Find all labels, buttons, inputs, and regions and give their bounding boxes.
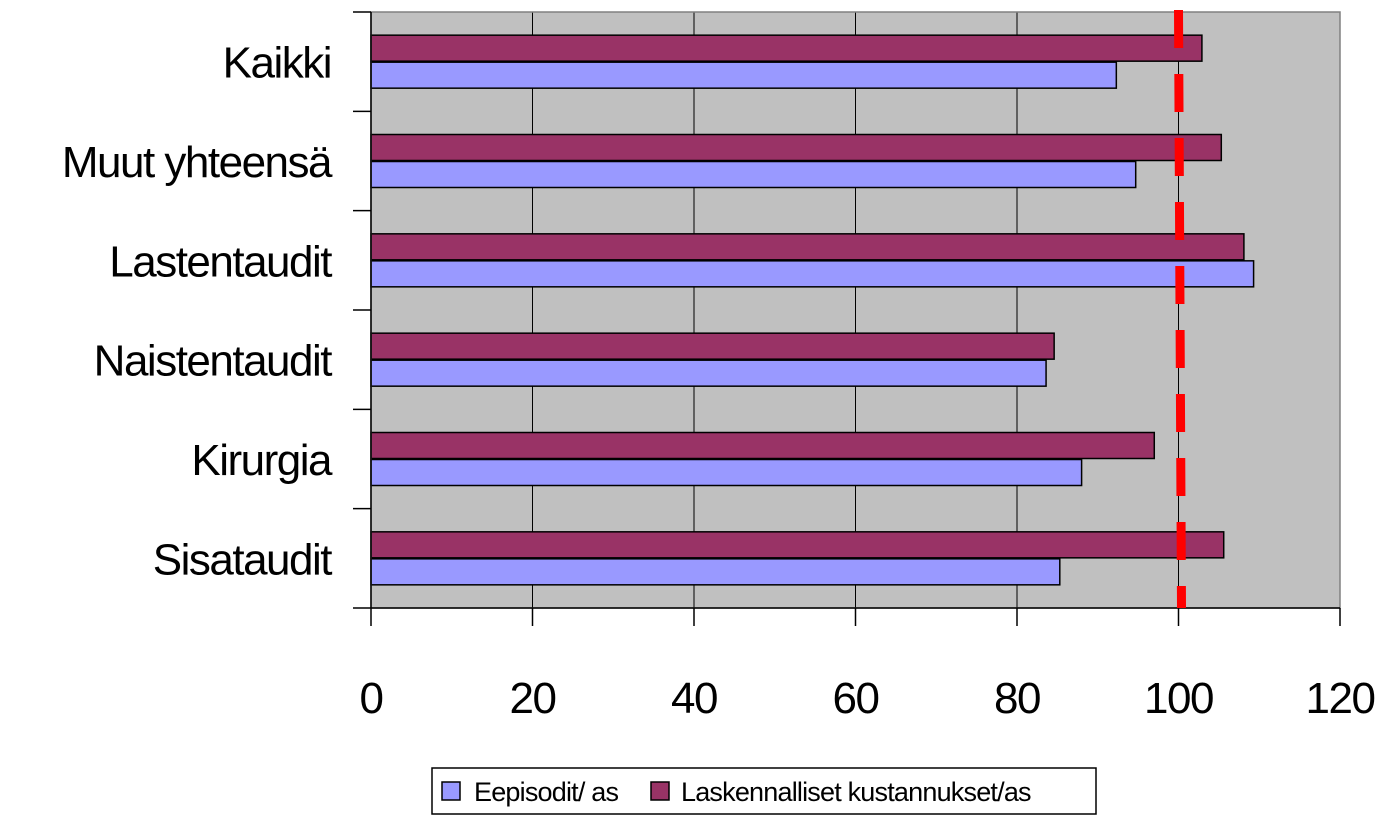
gridlines bbox=[532, 12, 1179, 608]
bar-eepisodit-1 bbox=[370, 458, 1083, 487]
x-tick-label: 120 bbox=[1306, 674, 1375, 723]
category-label: Sisataudit bbox=[153, 535, 333, 584]
category-label: Muut yhteensä bbox=[62, 138, 333, 187]
reference-line-100 bbox=[1174, 9, 1186, 609]
legend-swatch bbox=[441, 781, 461, 801]
legend: Eepisodit/ as Laskennalliset kustannukset… bbox=[431, 767, 1097, 815]
x-tick-labels: 0 20 40 60 80 100 120 bbox=[360, 674, 1376, 723]
x-tick-label: 60 bbox=[833, 674, 879, 723]
legend-swatch bbox=[650, 781, 670, 801]
x-tick-label: 80 bbox=[994, 674, 1040, 723]
bar-kustannukset-5 bbox=[370, 34, 1203, 62]
bar-eepisodit-5 bbox=[370, 61, 1118, 89]
legend-label: Eepisodit/ as bbox=[474, 777, 618, 807]
bar-kustannukset-2 bbox=[370, 332, 1055, 360]
bar-eepisodit-2 bbox=[370, 359, 1047, 387]
bar-kustannukset-0 bbox=[370, 531, 1225, 559]
category-labels: Sisataudit Kirurgia Naistentaudit Lastentau… bbox=[62, 39, 335, 585]
category-label: Kaikki bbox=[223, 39, 331, 88]
x-tick-label: 20 bbox=[510, 674, 556, 723]
bars bbox=[370, 34, 1255, 586]
bar-kustannukset-3 bbox=[370, 233, 1245, 261]
category-label: Lastentaudit bbox=[109, 237, 332, 286]
bar-eepisodit-0 bbox=[370, 558, 1061, 586]
bar-eepisodit-3 bbox=[370, 260, 1255, 288]
category-label: Naistentaudit bbox=[94, 337, 333, 386]
category-label: Kirurgia bbox=[191, 436, 333, 485]
bar-eepisodit-4 bbox=[370, 160, 1137, 189]
reference-line bbox=[1174, 9, 1186, 609]
bar-kustannukset-4 bbox=[370, 133, 1223, 162]
bar-kustannukset-1 bbox=[370, 431, 1156, 460]
legend-box bbox=[431, 767, 1097, 815]
x-tick-label: 40 bbox=[671, 674, 717, 723]
x-tick-label: 100 bbox=[1144, 674, 1213, 723]
legend-label: Laskennalliset kustannukset/as bbox=[681, 777, 1031, 807]
x-tick-label: 0 bbox=[360, 674, 383, 723]
